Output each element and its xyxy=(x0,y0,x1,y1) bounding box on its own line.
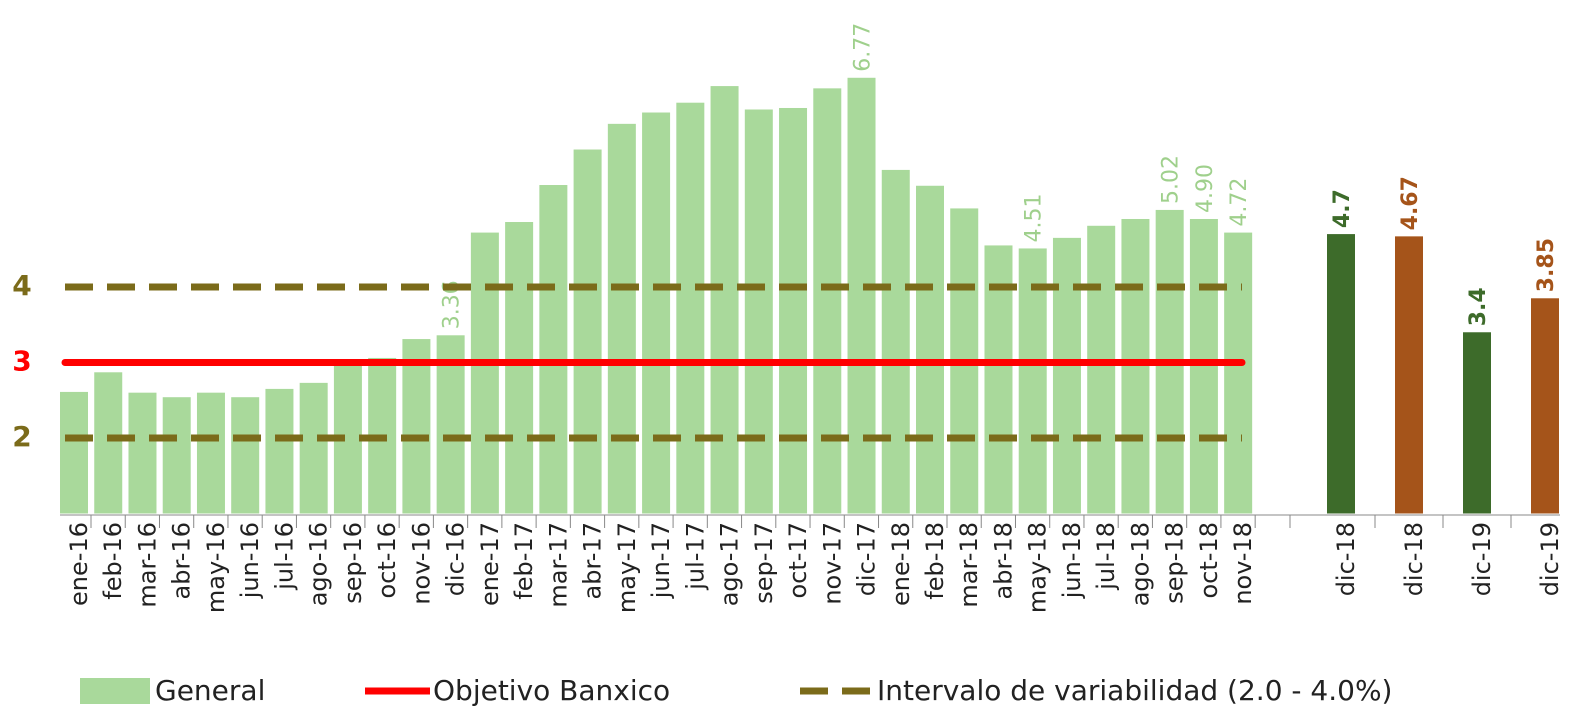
x-tick-label: mar-16 xyxy=(133,522,161,608)
bar xyxy=(710,86,739,514)
value-label: 5.02 xyxy=(1159,155,1184,204)
x-tick-label: dic-18 xyxy=(1332,522,1360,596)
forecast-bar xyxy=(1531,298,1559,514)
bar xyxy=(881,169,910,514)
x-tick-label: dic-16 xyxy=(442,522,470,596)
x-tick-label: dic-17 xyxy=(853,522,881,596)
x-tick-label: sep-16 xyxy=(339,522,367,604)
bar xyxy=(573,149,602,514)
bar xyxy=(265,388,294,514)
bar xyxy=(744,109,773,514)
bar xyxy=(505,222,534,514)
x-tick-label: ene-16 xyxy=(65,522,93,606)
x-tick-label: jun-16 xyxy=(236,522,264,599)
bar xyxy=(1189,218,1218,514)
legend-swatch xyxy=(80,678,150,704)
x-tick-label: mar-17 xyxy=(544,522,572,608)
bar xyxy=(299,382,328,514)
value-label: 6.77 xyxy=(851,23,876,72)
x-tick-label: abr-18 xyxy=(989,522,1017,599)
x-tick-label: ene-18 xyxy=(887,522,915,606)
bar xyxy=(1121,218,1150,514)
y-tick-label: 4 xyxy=(12,269,31,302)
x-tick-label: feb-18 xyxy=(921,522,949,600)
bar xyxy=(779,107,808,514)
value-label: 4.90 xyxy=(1193,164,1218,213)
x-tick-label: ago-16 xyxy=(305,522,333,606)
value-label: 4.67 xyxy=(1398,176,1423,230)
forecast-bar xyxy=(1463,332,1491,514)
legend-label: General xyxy=(155,674,265,707)
bar xyxy=(676,102,705,514)
x-tick-label: feb-17 xyxy=(510,522,538,600)
x-tick-label: abr-16 xyxy=(168,522,196,599)
bar xyxy=(607,123,636,514)
x-tick-label: nov-16 xyxy=(407,522,435,605)
bar xyxy=(539,185,568,514)
x-tick-label: ene-17 xyxy=(476,522,504,606)
bar xyxy=(402,339,431,514)
bar xyxy=(916,185,944,514)
x-tick-label: dic-19 xyxy=(1536,522,1564,596)
value-label: 4.51 xyxy=(1022,193,1047,242)
bar xyxy=(60,391,88,514)
x-tick-label: jul-16 xyxy=(270,522,298,591)
x-tick-label: abr-17 xyxy=(579,522,607,599)
x-tick-label: ago-18 xyxy=(1126,522,1154,606)
bar xyxy=(162,397,191,514)
x-tick-label: mar-18 xyxy=(955,522,983,608)
bar xyxy=(813,88,842,514)
forecast-bar xyxy=(1327,234,1355,514)
value-label: 3.85 xyxy=(1534,238,1559,292)
bar xyxy=(470,232,499,514)
bar xyxy=(847,77,876,514)
bar xyxy=(1052,237,1081,514)
x-tick-label: nov-18 xyxy=(1229,522,1257,605)
x-tick-label: dic-19 xyxy=(1468,522,1496,596)
bar xyxy=(642,112,671,514)
forecast-bar xyxy=(1395,236,1423,514)
x-tick-label: feb-16 xyxy=(99,522,127,600)
x-tick-label: nov-17 xyxy=(818,522,846,605)
x-tick-label: jul-18 xyxy=(1092,522,1120,591)
y-tick-label: 2 xyxy=(12,420,31,453)
y-tick-label: 3 xyxy=(12,344,31,377)
legend-label: Intervalo de variabilidad (2.0 - 4.0%) xyxy=(877,674,1392,707)
value-label: 4.7 xyxy=(1330,189,1355,228)
x-tick-label: may-16 xyxy=(202,522,230,613)
value-label: 4.72 xyxy=(1227,178,1252,227)
x-tick-label: jun-18 xyxy=(1058,522,1086,599)
bar xyxy=(196,392,225,514)
x-tick-label: ago-17 xyxy=(716,522,744,606)
bar xyxy=(1087,225,1116,514)
value-label: 3.4 xyxy=(1466,287,1491,326)
x-tick-label: oct-16 xyxy=(373,522,401,599)
bar xyxy=(94,372,123,514)
x-tick-label: oct-18 xyxy=(1195,522,1223,599)
bar xyxy=(1224,232,1253,514)
x-tick-label: sep-18 xyxy=(1161,522,1189,604)
x-tick-label: jun-17 xyxy=(647,522,675,599)
x-tick-label: oct-17 xyxy=(784,522,812,599)
x-tick-label: dic-18 xyxy=(1400,522,1428,596)
x-tick-label: may-17 xyxy=(613,522,641,613)
x-tick-label: sep-17 xyxy=(750,522,778,604)
x-tick-label: jul-17 xyxy=(681,522,709,591)
x-tick-label: may-18 xyxy=(1024,522,1052,613)
bar xyxy=(1018,248,1047,514)
legend-label: Objetivo Banxico xyxy=(433,674,670,707)
bar xyxy=(128,392,157,514)
bar xyxy=(231,397,260,514)
